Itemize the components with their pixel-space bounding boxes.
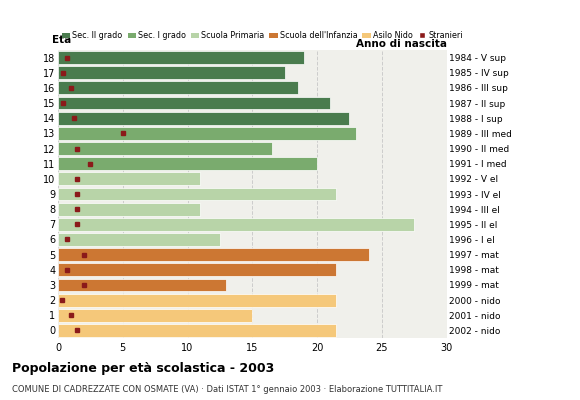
Bar: [58, 309, 252, 322]
Bar: [58, 294, 336, 306]
Bar: [58, 82, 298, 94]
Text: Età: Età: [52, 36, 71, 46]
Bar: [58, 248, 369, 261]
Bar: [58, 157, 317, 170]
Legend: Sec. II grado, Sec. I grado, Scuola Primaria, Scuola dell'Infanzia, Asilo Nido, : Sec. II grado, Sec. I grado, Scuola Prim…: [62, 31, 463, 40]
Bar: [58, 127, 356, 140]
Bar: [58, 278, 226, 291]
Bar: [58, 142, 271, 155]
Bar: [58, 97, 330, 110]
Bar: [58, 66, 285, 79]
Bar: [58, 263, 336, 276]
Bar: [58, 203, 201, 216]
Text: Popolazione per età scolastica - 2003: Popolazione per età scolastica - 2003: [12, 362, 274, 375]
Bar: [58, 188, 336, 200]
Text: COMUNE DI CADREZZATE CON OSMATE (VA) · Dati ISTAT 1° gennaio 2003 · Elaborazione: COMUNE DI CADREZZATE CON OSMATE (VA) · D…: [12, 385, 442, 394]
Text: Anno di nascita: Anno di nascita: [356, 38, 447, 48]
Bar: [58, 233, 220, 246]
Bar: [58, 172, 201, 185]
Bar: [58, 112, 349, 125]
Bar: [58, 324, 336, 337]
Bar: [58, 218, 414, 231]
Bar: [58, 51, 304, 64]
